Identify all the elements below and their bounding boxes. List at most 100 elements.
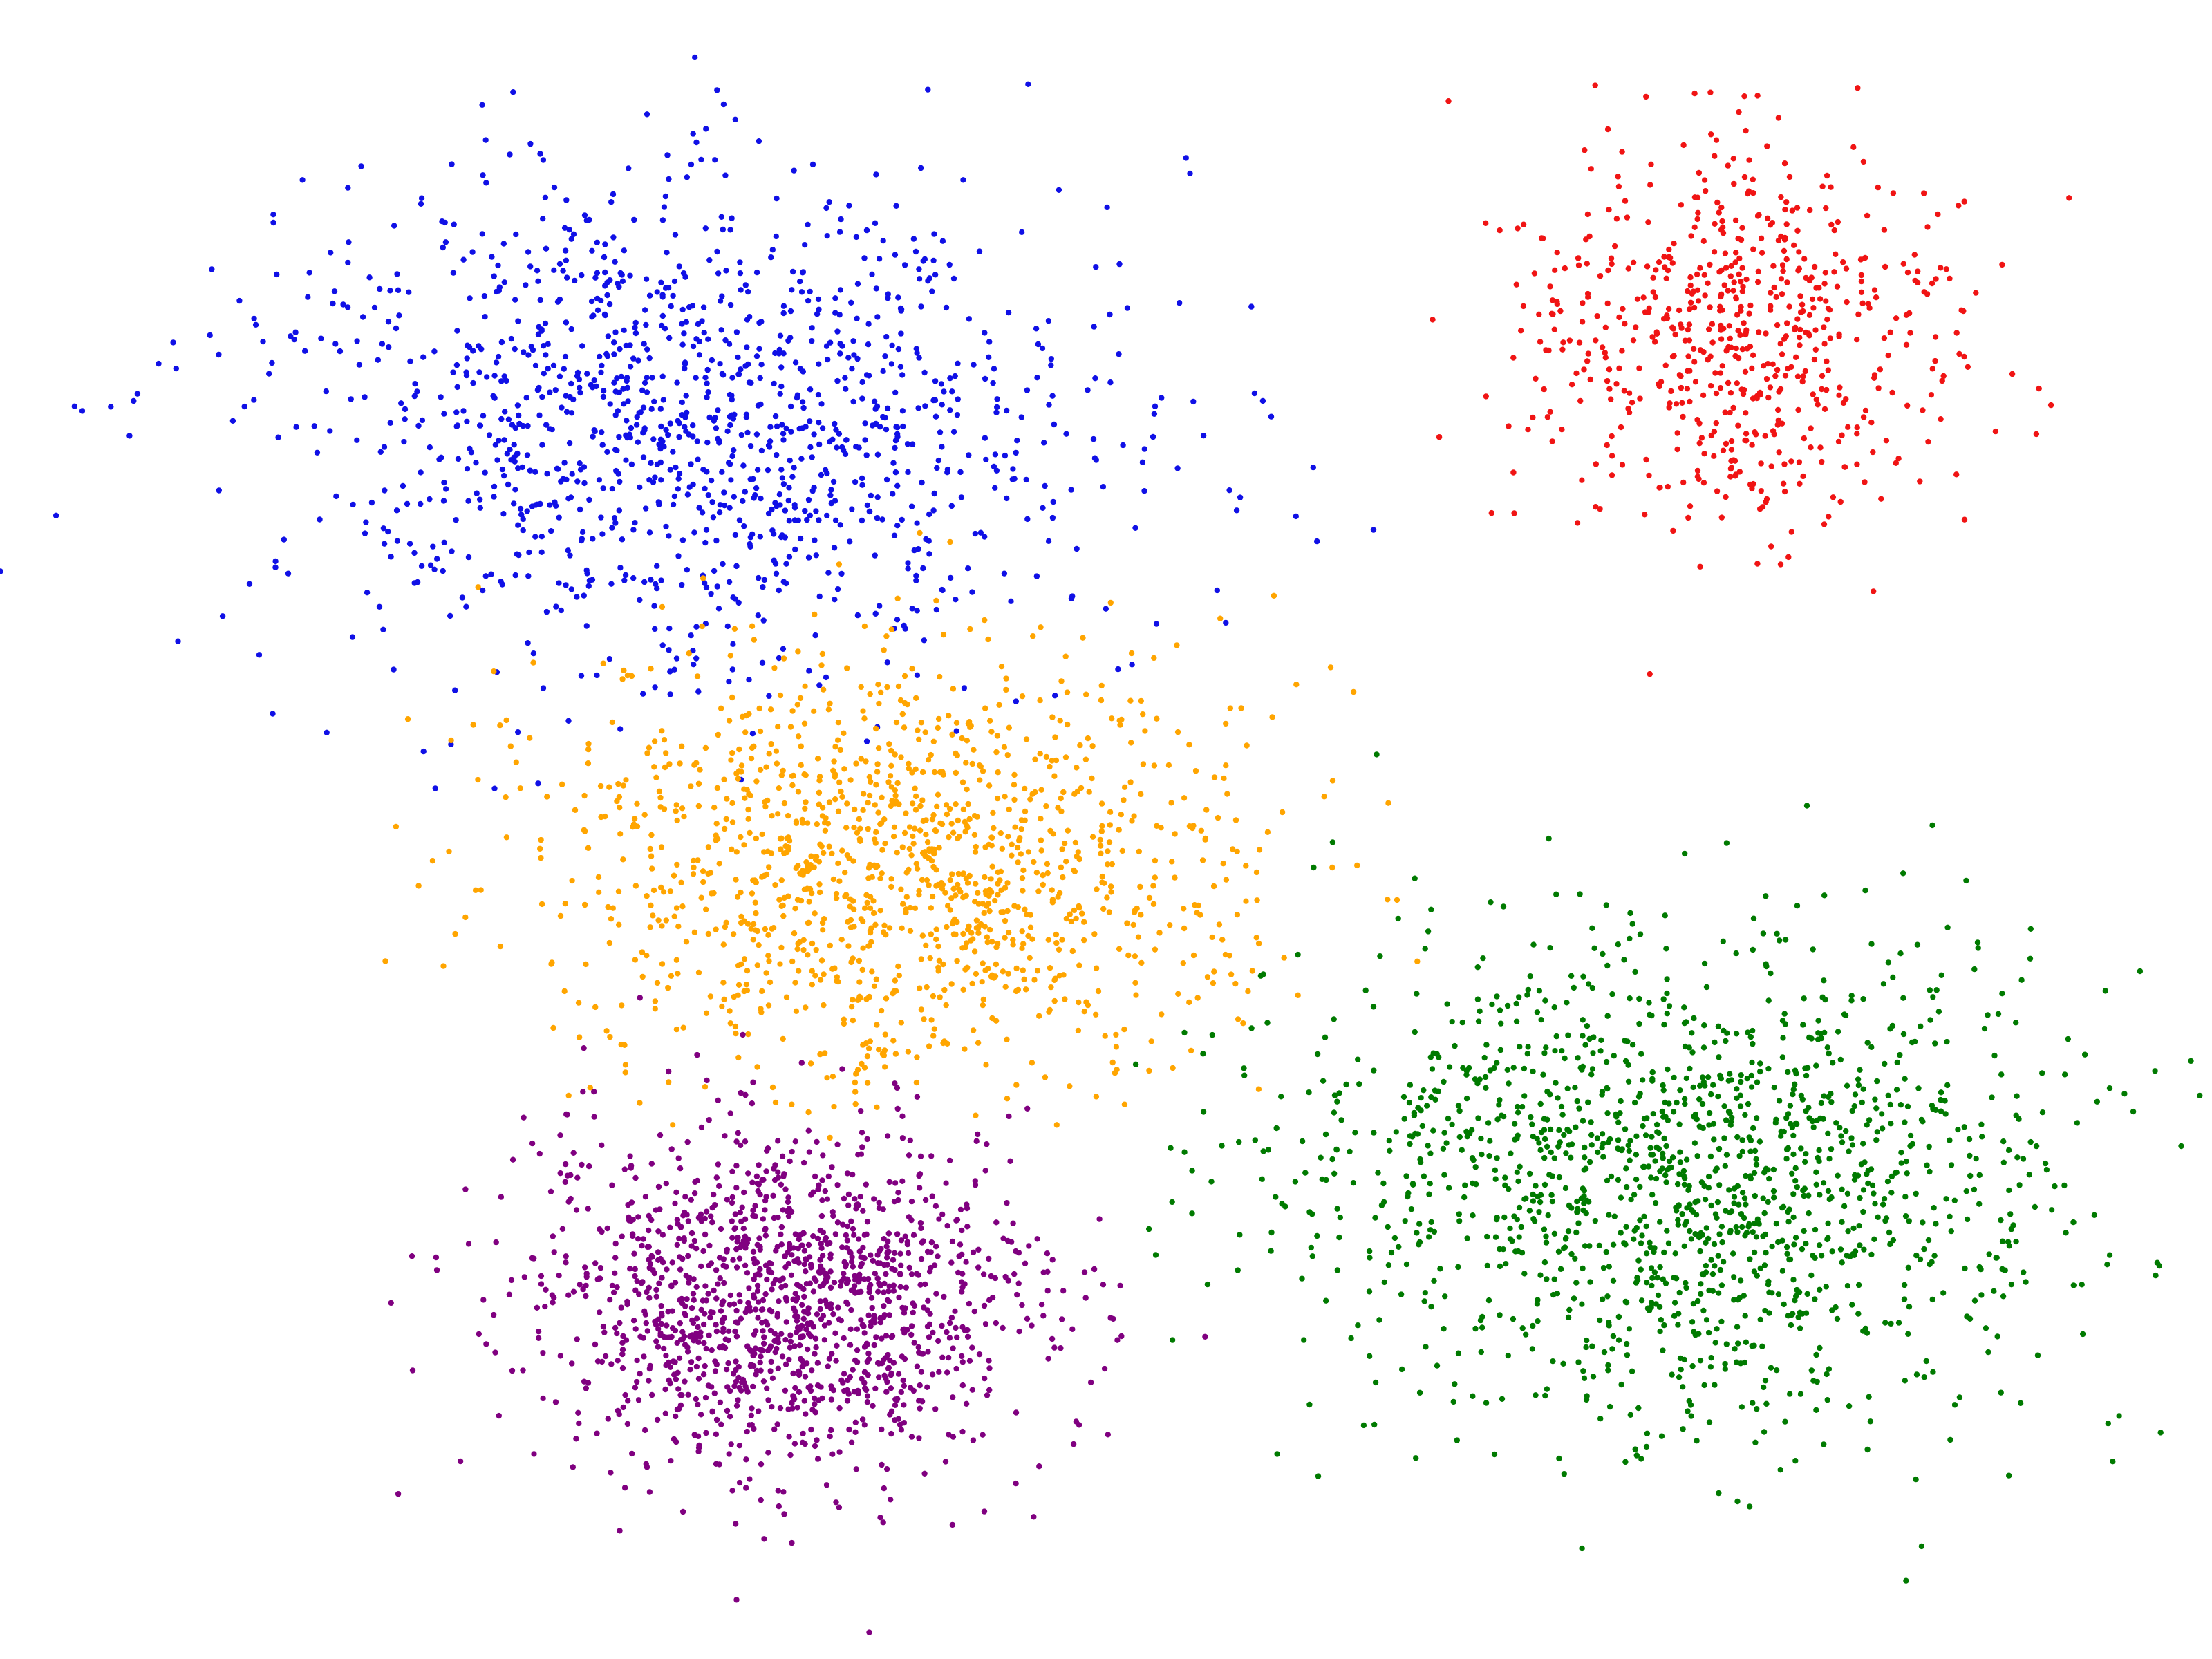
scatter-point [1722, 409, 1728, 415]
scatter-point [621, 1485, 628, 1491]
scatter-point [780, 1489, 787, 1495]
scatter-point [1477, 1317, 1484, 1324]
scatter-point [758, 1367, 764, 1374]
scatter-point [606, 939, 613, 946]
scatter-point [703, 527, 710, 533]
scatter-point [741, 1380, 748, 1387]
scatter-point [960, 177, 966, 183]
scatter-point [925, 854, 931, 861]
scatter-point [1756, 212, 1762, 218]
scatter-point [1606, 1403, 1613, 1410]
scatter-point [1031, 977, 1038, 983]
scatter-point [810, 1233, 816, 1239]
scatter-point [1128, 650, 1135, 657]
scatter-point [981, 910, 987, 917]
scatter-point [1045, 1356, 1051, 1362]
scatter-point [714, 87, 720, 93]
scatter-point [778, 1224, 785, 1230]
scatter-point [1271, 592, 1277, 599]
scatter-point [783, 994, 790, 1000]
scatter-point [431, 348, 438, 355]
scatter-point [982, 1321, 989, 1327]
scatter-point [982, 844, 988, 850]
scatter-point [1132, 525, 1138, 531]
scatter-point [854, 1326, 861, 1332]
scatter-point [729, 1194, 735, 1201]
scatter-point [948, 895, 955, 901]
scatter-point [1824, 1044, 1830, 1051]
scatter-point [1888, 1190, 1895, 1196]
scatter-point [691, 864, 697, 871]
scatter-point [703, 1430, 709, 1436]
scatter-point [1103, 606, 1109, 612]
scatter-point [1649, 334, 1656, 340]
scatter-point [418, 469, 424, 476]
scatter-point [570, 1288, 577, 1295]
scatter-point [1638, 1051, 1644, 1057]
scatter-point [881, 1262, 888, 1268]
scatter-point [955, 396, 961, 402]
scatter-point [873, 829, 879, 836]
scatter-point [850, 338, 856, 344]
scatter-point [752, 1213, 758, 1219]
scatter-point [772, 413, 779, 420]
scatter-point [906, 760, 912, 767]
scatter-point [612, 329, 619, 335]
scatter-point [496, 284, 503, 290]
scatter-point [1779, 351, 1785, 357]
scatter-point [1009, 852, 1015, 859]
scatter-point [975, 1131, 981, 1138]
scatter-point [1536, 311, 1542, 317]
scatter-point [653, 581, 659, 588]
scatter-point [1826, 307, 1833, 313]
scatter-point [575, 1409, 581, 1416]
scatter-point [763, 1168, 769, 1174]
scatter-point [251, 315, 257, 322]
scatter-point [684, 1296, 690, 1302]
scatter-point [704, 336, 711, 342]
scatter-point [982, 534, 988, 540]
scatter-point [830, 1212, 836, 1219]
scatter-point [957, 1241, 964, 1248]
scatter-point [493, 1239, 499, 1246]
scatter-point [465, 1241, 472, 1247]
scatter-point [861, 1369, 868, 1376]
scatter-point [481, 293, 488, 299]
scatter-point [1702, 292, 1708, 299]
scatter-point [779, 475, 786, 481]
scatter-point [1701, 451, 1707, 457]
scatter-point [269, 359, 275, 366]
scatter-point [562, 1161, 569, 1168]
scatter-point [641, 307, 648, 313]
scatter-point [816, 441, 823, 448]
scatter-point [765, 510, 772, 517]
scatter-point [899, 711, 906, 718]
scatter-point [1705, 280, 1711, 286]
scatter-point [1618, 424, 1624, 431]
scatter-point [1052, 734, 1058, 740]
scatter-point [863, 738, 870, 744]
scatter-point [619, 1233, 625, 1239]
scatter-point [1797, 480, 1803, 487]
scatter-point [876, 700, 882, 707]
scatter-point [480, 413, 487, 419]
scatter-point [785, 1194, 791, 1201]
scatter-point [868, 1295, 875, 1301]
scatter-point [1010, 1220, 1016, 1226]
scatter-point [868, 778, 874, 785]
scatter-point [288, 333, 294, 339]
scatter-point [911, 547, 917, 554]
scatter-point [655, 1316, 662, 1323]
scatter-point [939, 238, 946, 244]
scatter-point [881, 1052, 888, 1059]
scatter-point [1915, 1085, 1922, 1091]
scatter-point [659, 1232, 666, 1238]
scatter-point [883, 334, 890, 340]
scatter-point [641, 579, 648, 585]
scatter-point [693, 1284, 700, 1291]
scatter-point [775, 1488, 782, 1494]
scatter-point [822, 467, 829, 474]
scatter-point [895, 294, 901, 301]
scatter-point [912, 793, 919, 800]
scatter-point [1735, 328, 1741, 334]
